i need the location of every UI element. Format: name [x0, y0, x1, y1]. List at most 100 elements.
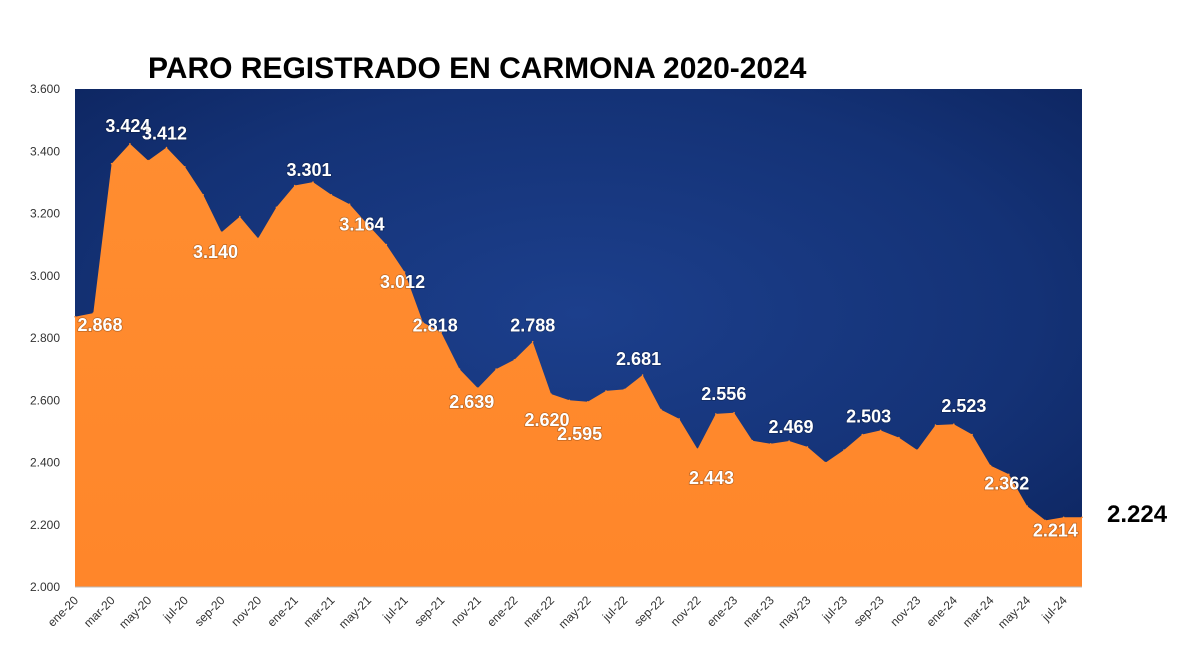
- data-point: [422, 321, 424, 324]
- data-point: [586, 401, 589, 403]
- data-label: 3.424: [105, 116, 150, 136]
- x-tick-label: jul-20: [160, 593, 192, 625]
- data-point: [605, 390, 607, 392]
- y-tick-label: 2.800: [30, 331, 60, 345]
- data-label: 3.412: [142, 124, 187, 144]
- data-point: [916, 449, 918, 451]
- data-label: 2.443: [689, 468, 734, 488]
- data-point: [147, 159, 149, 162]
- data-point: [550, 393, 552, 395]
- y-tick-label: 3.000: [30, 269, 60, 283]
- x-tick-label: jul-22: [599, 593, 631, 625]
- data-label: 3.301: [286, 160, 331, 180]
- data-label: 2.681: [616, 349, 661, 369]
- data-point: [403, 271, 406, 273]
- series-area: [75, 143, 1082, 588]
- data-point: [568, 399, 571, 402]
- data-point: [623, 388, 626, 391]
- data-point: [898, 436, 900, 439]
- x-tick-label: nov-20: [228, 593, 264, 629]
- x-tick-label: mar-22: [520, 593, 557, 630]
- data-point: [788, 440, 790, 442]
- x-tick-label: may-21: [336, 593, 374, 631]
- data-point: [879, 429, 882, 432]
- data-point: [824, 461, 827, 464]
- x-tick-label: may-24: [995, 593, 1033, 631]
- data-label: 2.214: [1033, 520, 1078, 540]
- x-tick-label: nov-23: [887, 593, 923, 629]
- data-point: [806, 446, 809, 448]
- data-label: 2.788: [510, 316, 555, 336]
- x-tick-label: sep-23: [851, 593, 887, 629]
- data-label: 3.140: [193, 242, 238, 262]
- data-point: [641, 374, 644, 376]
- data-point: [696, 448, 699, 450]
- data-point: [1008, 473, 1010, 476]
- data-point: [458, 368, 461, 370]
- data-point: [531, 340, 534, 343]
- data-point: [1026, 505, 1028, 507]
- data-point: [715, 413, 717, 415]
- data-point: [1081, 516, 1083, 519]
- data-point: [678, 418, 680, 420]
- data-point: [293, 184, 296, 187]
- data-label: 2.620: [525, 410, 570, 430]
- data-label: 2.595: [557, 424, 602, 444]
- x-tick-label: sep-21: [411, 593, 447, 629]
- y-axis: 2.000 2.200 2.400 2.600 2.800 3.000 3.200 3.400…: [30, 82, 60, 594]
- data-point: [440, 331, 443, 334]
- data-label: 2.818: [413, 315, 458, 335]
- data-point: [348, 203, 351, 205]
- data-label: 3.164: [339, 215, 384, 235]
- data-point: [165, 146, 168, 149]
- data-point: [477, 387, 479, 389]
- data-point: [367, 223, 369, 226]
- data-point: [92, 312, 95, 314]
- data-label: 2.556: [701, 384, 746, 404]
- y-tick-label: 3.200: [30, 207, 60, 221]
- data-point: [495, 368, 497, 370]
- data-point: [843, 449, 845, 451]
- data-point: [751, 439, 754, 442]
- data-point: [184, 166, 186, 168]
- data-point: [202, 194, 204, 196]
- x-tick-label: sep-20: [192, 593, 228, 629]
- x-tick-label: ene-21: [265, 593, 302, 630]
- x-tick-label: nov-21: [448, 593, 484, 629]
- x-tick-label: may-20: [116, 593, 154, 631]
- data-label: 2.469: [769, 417, 814, 437]
- data-point: [129, 143, 131, 145]
- data-point: [989, 464, 992, 467]
- data-point: [660, 408, 662, 411]
- y-tick-label: 2.000: [30, 580, 60, 594]
- data-point: [953, 423, 955, 426]
- data-point: [220, 231, 223, 233]
- data-point: [513, 359, 516, 361]
- x-tick-label: sep-22: [631, 593, 667, 629]
- x-tick-label: jul-23: [819, 593, 851, 625]
- y-tick-label: 3.400: [30, 144, 60, 158]
- y-tick-label: 3.600: [30, 82, 60, 96]
- data-point: [74, 316, 76, 318]
- data-point: [330, 194, 333, 196]
- data-point: [769, 443, 772, 445]
- data-label: 2.639: [449, 392, 494, 412]
- data-point: [1062, 516, 1065, 519]
- chart-title: PARO REGISTRADO EN CARMONA 2020-2024: [148, 52, 807, 85]
- x-tick-label: may-23: [775, 593, 813, 631]
- data-point: [861, 433, 864, 436]
- x-tick-label: ene-22: [484, 593, 521, 630]
- x-tick-label: jul-21: [379, 593, 411, 625]
- x-tick-label: mar-21: [301, 593, 338, 630]
- data-point: [934, 424, 937, 426]
- data-label: 3.012: [380, 272, 425, 292]
- x-tick-label: ene-20: [45, 593, 82, 630]
- data-point: [971, 433, 973, 436]
- data-label: 2.503: [846, 406, 891, 426]
- x-tick-label: mar-24: [960, 593, 997, 630]
- x-tick-label: mar-23: [740, 593, 777, 630]
- x-tick-label: may-22: [556, 593, 594, 631]
